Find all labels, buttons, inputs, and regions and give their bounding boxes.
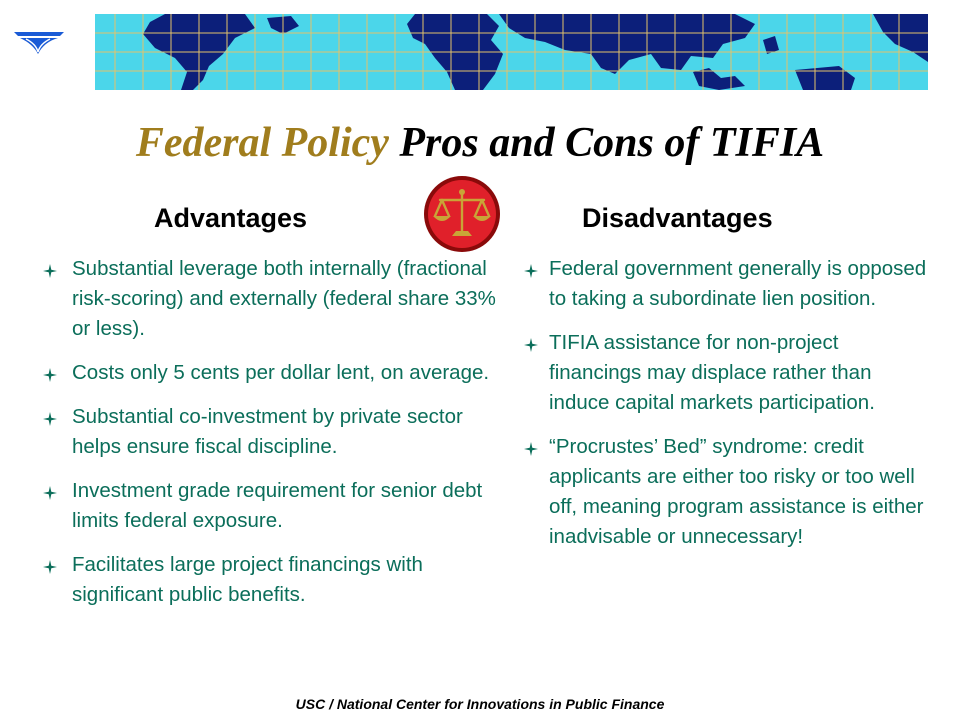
- list-item-text: Substantial leverage both internally (fr…: [72, 257, 496, 340]
- list-item: “Procrustes’ Bed” syndrome: credit appli…: [519, 432, 935, 552]
- four-point-star-icon: [524, 338, 538, 352]
- list-item: TIFIA assistance for non-project financi…: [519, 328, 935, 418]
- four-point-star-icon: [524, 442, 538, 456]
- advantages-list: Substantial leverage both internally (fr…: [38, 254, 510, 624]
- footer-credit: USC / National Center for Innovations in…: [295, 696, 665, 712]
- list-item-text: “Procrustes’ Bed” syndrome: credit appli…: [549, 435, 924, 548]
- four-point-star-icon: [43, 560, 57, 574]
- list-item-text: TIFIA assistance for non-project financi…: [549, 331, 875, 414]
- four-point-star-icon: [524, 264, 538, 278]
- list-item-text: Facilitates large project financings wit…: [72, 553, 423, 606]
- four-point-star-icon: [43, 264, 57, 278]
- list-item: Facilitates large project financings wit…: [38, 550, 510, 610]
- disadvantages-heading: Disadvantages: [582, 203, 773, 233]
- advantages-heading: Advantages: [154, 203, 308, 233]
- slide-title: Federal Policy Pros and Cons of TIFIA: [0, 116, 960, 170]
- list-item: Substantial co-investment by private sec…: [38, 402, 510, 462]
- list-item: Substantial leverage both internally (fr…: [38, 254, 510, 344]
- world-map-banner: [95, 14, 928, 90]
- wing-logo-icon: [0, 0, 95, 90]
- list-item-text: Costs only 5 cents per dollar lent, on a…: [72, 361, 490, 384]
- balance-scales-icon: [424, 176, 500, 252]
- list-item: Investment grade requirement for senior …: [38, 476, 510, 536]
- header-band: [0, 0, 960, 90]
- disadvantages-list: Federal government generally is opposed …: [519, 254, 935, 566]
- list-item-text: Federal government generally is opposed …: [549, 257, 927, 310]
- list-item: Federal government generally is opposed …: [519, 254, 935, 314]
- list-item-text: Substantial co-investment by private sec…: [72, 405, 463, 458]
- list-item: Costs only 5 cents per dollar lent, on a…: [38, 358, 510, 388]
- list-item-text: Investment grade requirement for senior …: [72, 479, 483, 532]
- four-point-star-icon: [43, 412, 57, 426]
- title-rest: Pros and Cons of TIFIA: [388, 120, 825, 166]
- four-point-star-icon: [43, 368, 57, 382]
- title-accent: Federal Policy: [135, 120, 389, 166]
- four-point-star-icon: [43, 486, 57, 500]
